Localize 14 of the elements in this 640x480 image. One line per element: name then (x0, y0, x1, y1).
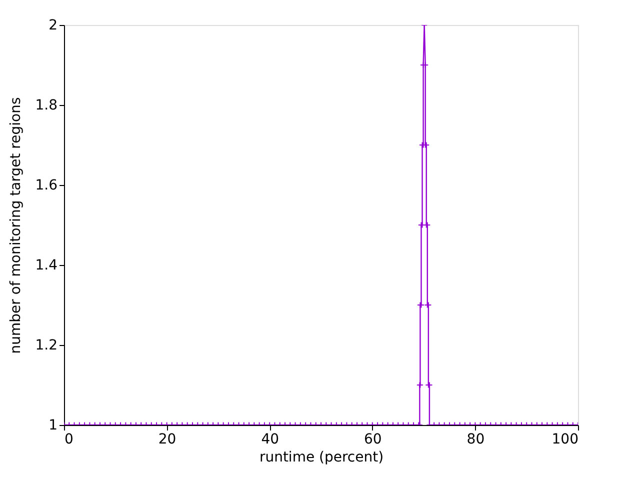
x-axis-title: runtime (percent) (259, 450, 384, 466)
y-tick-label: 1.2 (35, 338, 58, 354)
y-axis-title: number of monitoring target regions (8, 97, 24, 354)
x-tick-label: 40 (261, 432, 280, 448)
x-tick-label: 20 (158, 432, 176, 448)
y-tick-label: 1.4 (35, 258, 58, 274)
y-tick-label: 1 (48, 418, 58, 434)
x-tick-label: 60 (364, 432, 382, 448)
y-tick-label: 1.8 (35, 98, 58, 114)
x-tick-label: 80 (466, 432, 485, 448)
x-tick-label: 100 (552, 432, 578, 448)
y-tick-label: 1.6 (35, 178, 58, 194)
x-tick-label: 0 (64, 432, 74, 448)
y-tick-label: 2 (48, 18, 58, 34)
